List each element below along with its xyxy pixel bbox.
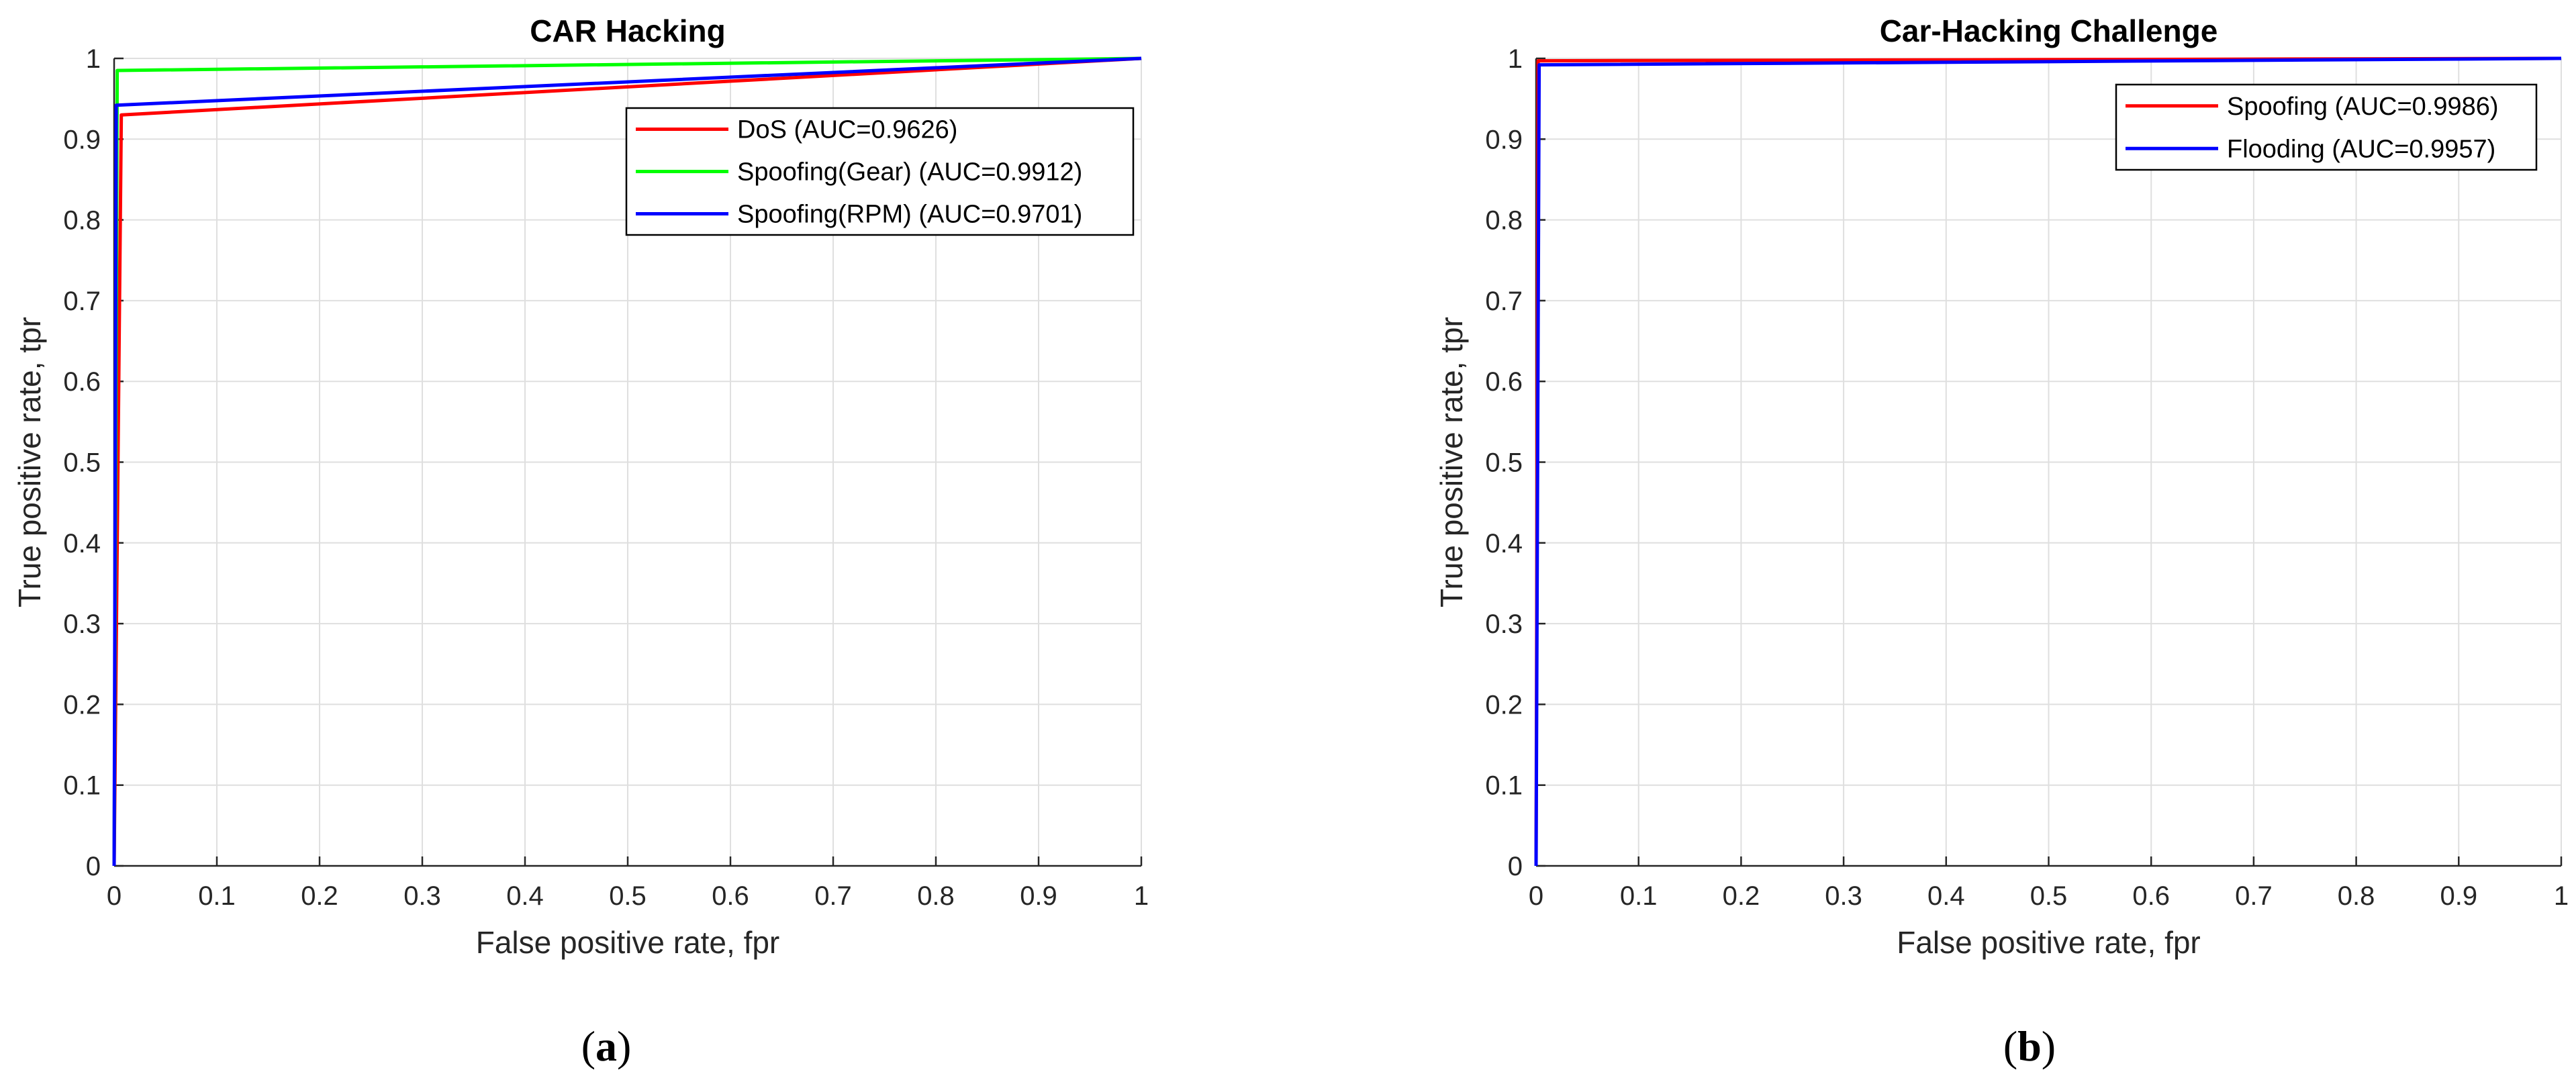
x-tick-label: 0 <box>107 881 122 911</box>
y-tick-label: 0.3 <box>1485 609 1523 639</box>
y-tick-label: 0.1 <box>1485 771 1523 801</box>
y-tick-label: 0.1 <box>63 771 101 801</box>
x-tick-label: 0.2 <box>301 881 338 911</box>
subfigure-caption: (b) <box>2003 1022 2056 1070</box>
x-tick-label: 0.8 <box>917 881 955 911</box>
y-tick-label: 0.4 <box>63 529 101 558</box>
y-tick-label: 0.6 <box>63 367 101 397</box>
caption-letter: a <box>595 1022 617 1070</box>
legend: Spoofing (AUC=0.9986) Flooding (AUC=0.995… <box>2115 83 2538 171</box>
x-axis-label: False positive rate, fpr <box>476 925 780 960</box>
y-tick-label: 1 <box>1508 44 1523 74</box>
roc-curve-line <box>1534 56 2562 867</box>
x-tick-label: 0.7 <box>2235 881 2273 911</box>
legend-box <box>2115 83 2538 171</box>
roc-chart-a: 0 0.1 0.2 0.3 0.4 0.5 0.6 0.7 0.8 0.9 1 0 0.1 0.2 0.3 0… <box>12 13 1149 1070</box>
x-tick-label: 0.1 <box>198 881 236 911</box>
x-tick-label: 1 <box>1134 881 1149 911</box>
x-tick-label: 0.5 <box>609 881 647 911</box>
y-tick-label: 0.9 <box>63 125 101 154</box>
y-axis-label: True positive rate, tpr <box>12 317 47 607</box>
x-tick-label: 0.9 <box>1020 881 1057 911</box>
y-axis-label: True positive rate, tpr <box>1434 317 1469 607</box>
caption-paren-close: ) <box>2042 1022 2056 1070</box>
legend-entry-label: Spoofing(RPM) (AUC=0.9701) <box>737 201 1082 229</box>
y-tick-label: 0.6 <box>1485 367 1523 397</box>
caption-letter: b <box>2017 1022 2042 1070</box>
y-tick-label: 0.8 <box>1485 206 1523 236</box>
caption-paren-open: ( <box>581 1022 595 1070</box>
y-tick-label: 0 <box>86 852 101 881</box>
subfigure-caption: (a) <box>581 1022 632 1070</box>
y-tick-label: 0.8 <box>63 206 101 236</box>
x-tick-label: 0.8 <box>2338 881 2375 911</box>
legend-entry-label: Spoofing(Gear) (AUC=0.9912) <box>737 158 1082 187</box>
x-tick-label: 0.9 <box>2440 881 2477 911</box>
x-tick-label: 0.1 <box>1620 881 1658 911</box>
y-tick-label: 0.7 <box>1485 287 1523 316</box>
y-tick-label: 0.9 <box>1485 125 1523 154</box>
caption-paren-open: ( <box>2003 1022 2017 1070</box>
y-tick-label: 0.7 <box>63 287 101 316</box>
legend-entry-label: DoS (AUC=0.9626) <box>737 116 957 144</box>
y-tick-label: 0.2 <box>63 690 101 720</box>
x-tick-label: 0.4 <box>1927 881 1965 911</box>
x-tick-label: 1 <box>2554 881 2569 911</box>
y-tick-label: 0.2 <box>1485 690 1523 720</box>
x-tick-label: 0.3 <box>403 881 441 911</box>
x-tick-label: 0.7 <box>814 881 852 911</box>
y-tick-label: 0.4 <box>1485 529 1523 558</box>
chart-title: Car-Hacking Challenge <box>1880 13 2218 48</box>
caption-paren-close: ) <box>617 1022 631 1070</box>
x-tick-label: 0.2 <box>1723 881 1760 911</box>
legend: DoS (AUC=0.9626) Spoofing(Gear) (AUC=0.99… <box>625 107 1135 236</box>
x-tick-label: 0 <box>1529 881 1543 911</box>
y-tick-label: 1 <box>86 44 101 74</box>
legend-entry-label: Flooding (AUC=0.9957) <box>2227 135 2495 163</box>
y-tick-label: 0.5 <box>1485 448 1523 478</box>
x-tick-label: 0.5 <box>2030 881 2068 911</box>
legend-entry-label: Spoofing (AUC=0.9986) <box>2227 93 2499 121</box>
roc-chart-b: 0 0.1 0.2 0.3 0.4 0.5 0.6 0.7 0.8 0.9 1 0 0.1 0.2 0.3 0… <box>1434 13 2569 1070</box>
x-tick-label: 0.3 <box>1825 881 1862 911</box>
x-tick-label: 0.6 <box>2132 881 2170 911</box>
y-tick-label: 0 <box>1508 852 1523 881</box>
y-tick-label: 0.5 <box>63 448 101 478</box>
x-tick-label: 0.6 <box>712 881 749 911</box>
y-tick-label: 0.3 <box>63 609 101 639</box>
x-axis-label: False positive rate, fpr <box>1897 925 2201 960</box>
chart-title: CAR Hacking <box>530 13 725 48</box>
roc-curve-line <box>112 56 1142 867</box>
x-tick-label: 0.4 <box>506 881 544 911</box>
